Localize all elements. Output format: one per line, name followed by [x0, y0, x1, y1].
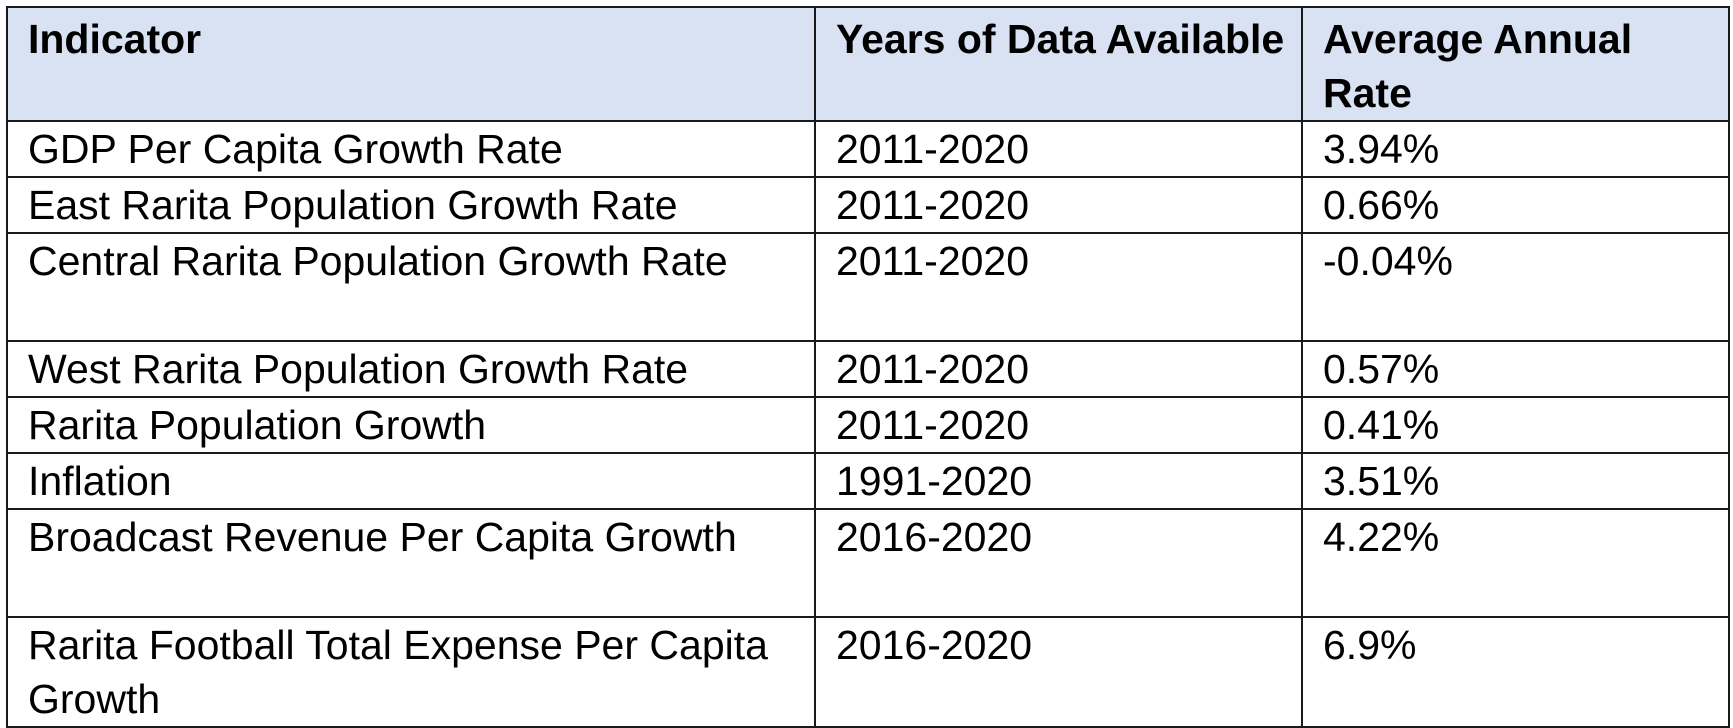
table-row: West Rarita Population Growth Rate 2011-…	[6, 340, 1730, 398]
cell-indicator: Central Rarita Population Growth Rate	[6, 232, 816, 342]
cell-rate: 0.66%	[1301, 176, 1730, 234]
table-row: East Rarita Population Growth Rate 2011-…	[6, 176, 1730, 234]
cell-rate: 0.41%	[1301, 396, 1730, 454]
cell-rate: 4.22%	[1301, 508, 1730, 618]
table-row: GDP Per Capita Growth Rate 2011-2020 3.9…	[6, 120, 1730, 178]
cell-rate: 3.94%	[1301, 120, 1730, 178]
cell-years: 2016-2020	[814, 616, 1303, 728]
cell-years: 2011-2020	[814, 120, 1303, 178]
cell-years: 1991-2020	[814, 452, 1303, 510]
cell-rate: 6.9%	[1301, 616, 1730, 728]
cell-indicator: West Rarita Population Growth Rate	[6, 340, 816, 398]
cell-indicator: Rarita Population Growth	[6, 396, 816, 454]
cell-rate: -0.04%	[1301, 232, 1730, 342]
table-row: Rarita Football Total Expense Per Capita…	[6, 616, 1730, 728]
cell-indicator: Inflation	[6, 452, 816, 510]
header-average-annual-rate: Average Annual Rate	[1301, 6, 1730, 122]
cell-indicator: Broadcast Revenue Per Capita Growth	[6, 508, 816, 618]
indicator-table: Indicator Years of Data Available Averag…	[6, 6, 1730, 728]
table-row: Inflation 1991-2020 3.51%	[6, 452, 1730, 510]
cell-years: 2011-2020	[814, 396, 1303, 454]
cell-rate: 3.51%	[1301, 452, 1730, 510]
table-row: Rarita Population Growth 2011-2020 0.41%	[6, 396, 1730, 454]
cell-indicator: GDP Per Capita Growth Rate	[6, 120, 816, 178]
cell-years: 2011-2020	[814, 340, 1303, 398]
table-row: Broadcast Revenue Per Capita Growth 2016…	[6, 508, 1730, 618]
cell-years: 2016-2020	[814, 508, 1303, 618]
header-years-available: Years of Data Available	[814, 6, 1303, 122]
table-header-row: Indicator Years of Data Available Averag…	[6, 6, 1730, 122]
cell-years: 2011-2020	[814, 232, 1303, 342]
cell-indicator: East Rarita Population Growth Rate	[6, 176, 816, 234]
cell-years: 2011-2020	[814, 176, 1303, 234]
cell-rate: 0.57%	[1301, 340, 1730, 398]
header-indicator: Indicator	[6, 6, 816, 122]
cell-indicator: Rarita Football Total Expense Per Capita…	[6, 616, 816, 728]
table-row: Central Rarita Population Growth Rate 20…	[6, 232, 1730, 342]
